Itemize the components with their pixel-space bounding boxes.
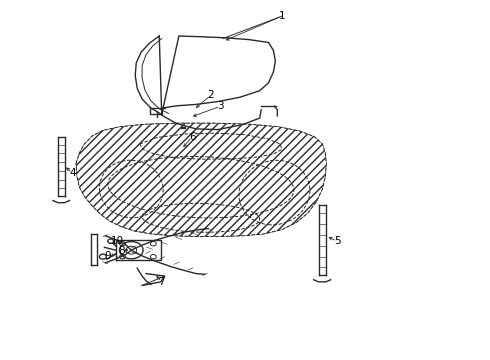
- Text: 1: 1: [278, 11, 285, 21]
- Text: 6: 6: [189, 132, 196, 142]
- Text: 2: 2: [207, 90, 214, 100]
- Text: 10: 10: [111, 236, 124, 246]
- Text: 3: 3: [217, 101, 224, 111]
- Text: 8: 8: [118, 246, 125, 256]
- Text: 9: 9: [104, 251, 111, 261]
- Text: 7: 7: [158, 276, 165, 287]
- Text: 4: 4: [69, 168, 76, 178]
- Text: 5: 5: [334, 236, 341, 246]
